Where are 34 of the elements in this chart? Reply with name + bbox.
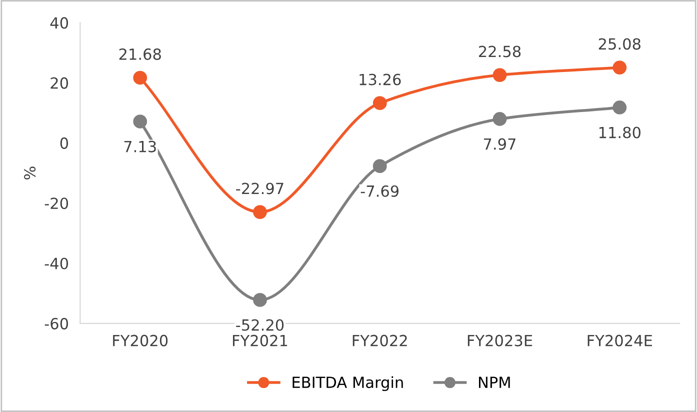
x-tick-label: FY2023E bbox=[468, 334, 532, 346]
data-label: -7.69 bbox=[360, 185, 399, 197]
data-label: 7.13 bbox=[124, 140, 156, 152]
point bbox=[133, 70, 148, 85]
y-tick-label: 0 bbox=[60, 137, 68, 149]
y-tick-label: 20 bbox=[50, 77, 68, 89]
point bbox=[372, 96, 387, 110]
point bbox=[492, 68, 507, 82]
data-label: 21.68 bbox=[119, 48, 161, 60]
y-tick-label: 40 bbox=[50, 17, 68, 29]
data-label: 22.58 bbox=[479, 46, 521, 58]
data-label: 25.08 bbox=[598, 38, 640, 50]
x-tick-label: FY2020 bbox=[113, 334, 168, 346]
data-label: 11.80 bbox=[599, 126, 640, 138]
data-label: -22.97 bbox=[236, 182, 284, 194]
x-tick-label: FY2021 bbox=[232, 334, 288, 346]
point bbox=[253, 205, 267, 219]
point bbox=[253, 293, 267, 307]
data-label: 7.97 bbox=[484, 138, 516, 150]
data-label: 13.26 bbox=[360, 74, 401, 86]
y-tick-label: -40 bbox=[44, 258, 68, 270]
point bbox=[133, 114, 148, 128]
legend-label: EBITDA Margin bbox=[292, 376, 403, 392]
x-tick-label: FY2022 bbox=[352, 334, 407, 346]
point bbox=[372, 159, 387, 174]
y-axis-title: % bbox=[24, 166, 36, 180]
point bbox=[612, 60, 627, 74]
point bbox=[612, 100, 627, 114]
point bbox=[492, 112, 507, 126]
legend-label: NPM bbox=[478, 376, 510, 388]
y-tick-label: -20 bbox=[44, 198, 68, 210]
x-tick-label: FY2024E bbox=[588, 334, 652, 346]
y-tick-label: -60 bbox=[44, 318, 68, 330]
data-label: -52.20 bbox=[236, 319, 284, 331]
